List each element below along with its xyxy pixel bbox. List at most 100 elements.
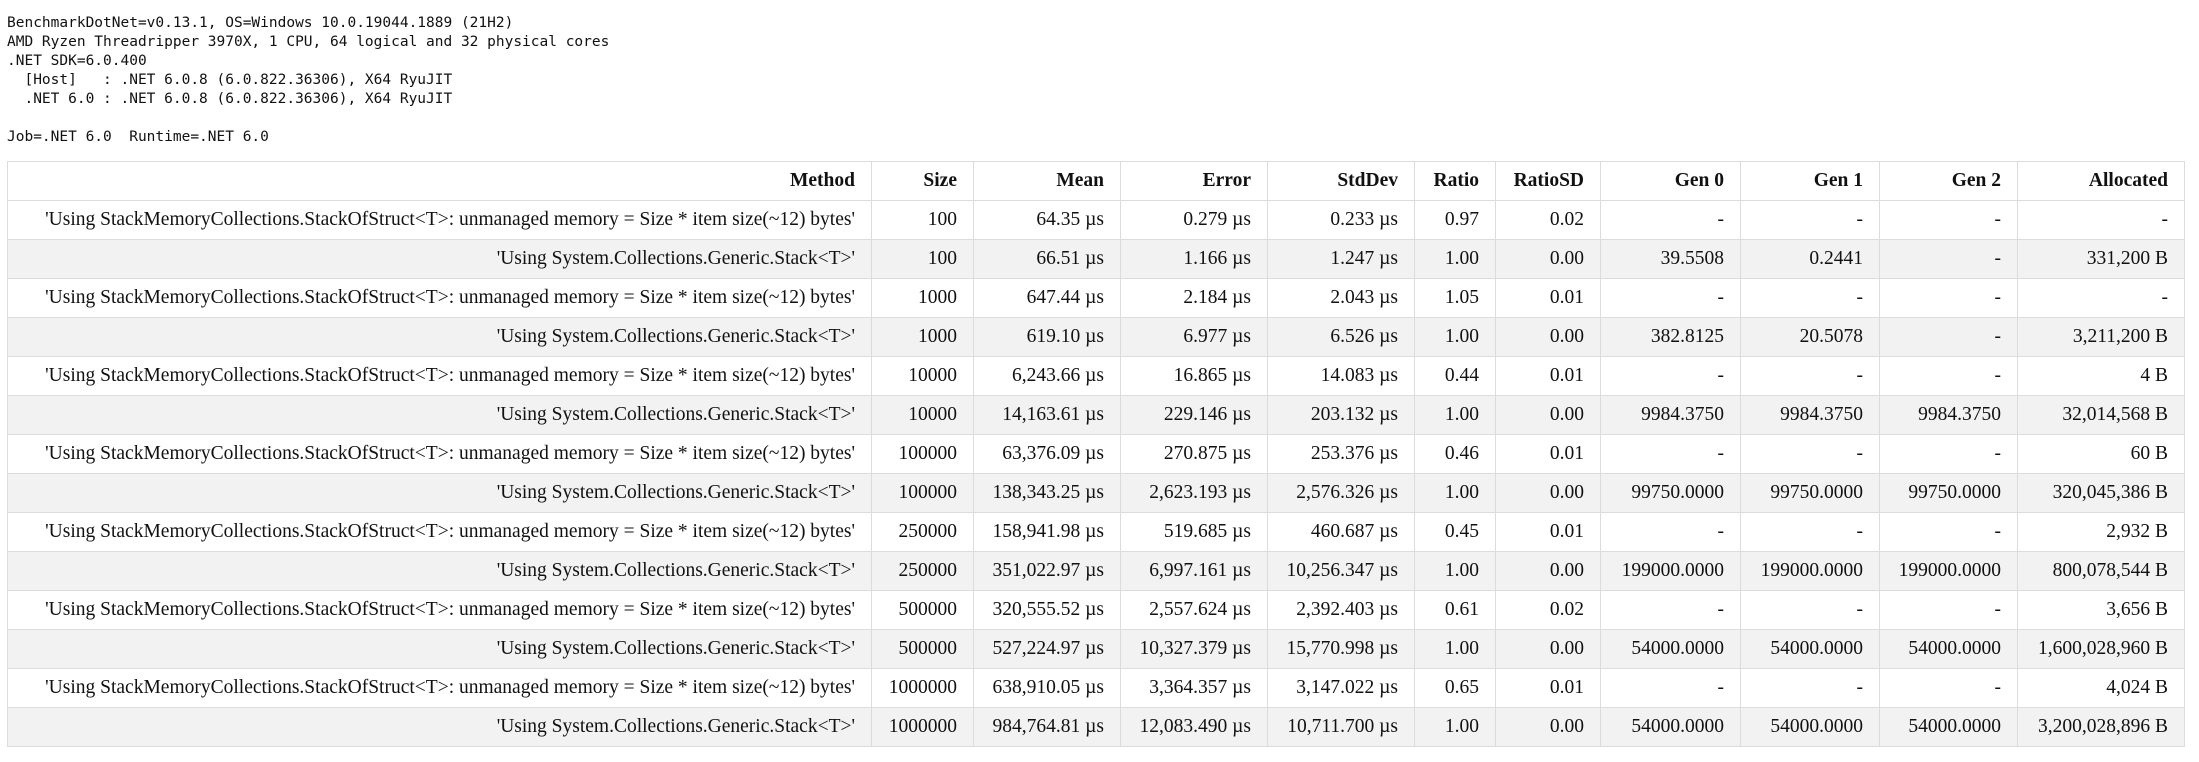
table-cell: 'Using StackMemoryCollections.StackOfStr… <box>7 434 872 474</box>
table-row: 'Using StackMemoryCollections.StackOfStr… <box>7 434 2185 474</box>
table-cell: 1.247 µs <box>1267 239 1415 279</box>
table-cell: 500000 <box>871 629 974 669</box>
table-row: 'Using StackMemoryCollections.StackOfStr… <box>7 278 2185 318</box>
table-cell: 'Using StackMemoryCollections.StackOfStr… <box>7 668 872 708</box>
table-cell: 2.184 µs <box>1120 278 1268 318</box>
table-cell: - <box>1879 668 2018 708</box>
column-header: Ratio <box>1414 161 1496 201</box>
table-cell: 12,083.490 µs <box>1120 707 1268 747</box>
table-cell: 'Using System.Collections.Generic.Stack<… <box>7 317 872 357</box>
table-cell: - <box>1600 434 1741 474</box>
table-row: 'Using System.Collections.Generic.Stack<… <box>7 239 2185 279</box>
table-cell: 'Using StackMemoryCollections.StackOfStr… <box>7 512 872 552</box>
table-cell: - <box>1600 278 1741 318</box>
table-cell: 9984.3750 <box>1879 395 2018 435</box>
table-cell: 'Using System.Collections.Generic.Stack<… <box>7 707 872 747</box>
table-cell: - <box>1879 512 2018 552</box>
column-header: Error <box>1120 161 1268 201</box>
table-cell: 199000.0000 <box>1879 551 2018 591</box>
env-line: AMD Ryzen Threadripper 3970X, 1 CPU, 64 … <box>7 34 610 50</box>
table-cell: 158,941.98 µs <box>973 512 1121 552</box>
table-cell: 0.2441 <box>1740 239 1880 279</box>
table-cell: 0.279 µs <box>1120 200 1268 240</box>
table-cell: 'Using System.Collections.Generic.Stack<… <box>7 473 872 513</box>
table-cell: - <box>1879 356 2018 396</box>
table-row: 'Using System.Collections.Generic.Stack<… <box>7 317 2185 357</box>
table-cell: - <box>1740 434 1880 474</box>
table-row: 'Using System.Collections.Generic.Stack<… <box>7 707 2185 747</box>
table-row: 'Using StackMemoryCollections.StackOfStr… <box>7 590 2185 630</box>
table-cell: 10,256.347 µs <box>1267 551 1415 591</box>
table-cell: 250000 <box>871 512 974 552</box>
column-header: Method <box>7 161 872 201</box>
table-cell: 54000.0000 <box>1600 707 1741 747</box>
table-cell: - <box>1879 278 2018 318</box>
table-cell: - <box>2017 278 2185 318</box>
table-cell: 32,014,568 B <box>2017 395 2185 435</box>
table-cell: 0.02 <box>1495 590 1601 630</box>
table-cell: - <box>1879 317 2018 357</box>
table-cell: 2.043 µs <box>1267 278 1415 318</box>
table-row: 'Using StackMemoryCollections.StackOfStr… <box>7 512 2185 552</box>
table-cell: 1,600,028,960 B <box>2017 629 2185 669</box>
table-cell: 0.00 <box>1495 239 1601 279</box>
table-cell: 'Using System.Collections.Generic.Stack<… <box>7 239 872 279</box>
table-cell: 351,022.97 µs <box>973 551 1121 591</box>
env-line: .NET SDK=6.0.400 <box>7 53 147 69</box>
table-row: 'Using System.Collections.Generic.Stack<… <box>7 551 2185 591</box>
column-header: Gen 1 <box>1740 161 1880 201</box>
table-cell: - <box>1740 278 1880 318</box>
table-cell: 64.35 µs <box>973 200 1121 240</box>
table-cell: 1.00 <box>1414 707 1496 747</box>
table-cell: 'Using System.Collections.Generic.Stack<… <box>7 629 872 669</box>
table-cell: - <box>1879 239 2018 279</box>
table-cell: 647.44 µs <box>973 278 1121 318</box>
table-cell: 100 <box>871 239 974 279</box>
table-cell: 1000000 <box>871 707 974 747</box>
table-cell: 4 B <box>2017 356 2185 396</box>
table-cell: 39.5508 <box>1600 239 1741 279</box>
table-row: 'Using System.Collections.Generic.Stack<… <box>7 395 2185 435</box>
table-cell: 10000 <box>871 356 974 396</box>
env-line: BenchmarkDotNet=v0.13.1, OS=Windows 10.0… <box>7 15 514 31</box>
table-cell: 2,392.403 µs <box>1267 590 1415 630</box>
table-cell: 800,078,544 B <box>2017 551 2185 591</box>
table-cell: 460.687 µs <box>1267 512 1415 552</box>
table-cell: - <box>1879 200 2018 240</box>
table-cell: 60 B <box>2017 434 2185 474</box>
table-cell: 0.01 <box>1495 278 1601 318</box>
table-cell: 1000000 <box>871 668 974 708</box>
table-cell: 4,024 B <box>2017 668 2185 708</box>
table-cell: 619.10 µs <box>973 317 1121 357</box>
table-cell: 0.61 <box>1414 590 1496 630</box>
table-cell: 203.132 µs <box>1267 395 1415 435</box>
table-cell: 6,997.161 µs <box>1120 551 1268 591</box>
table-cell: 0.65 <box>1414 668 1496 708</box>
table-cell: 3,147.022 µs <box>1267 668 1415 708</box>
environment-info: BenchmarkDotNet=v0.13.1, OS=Windows 10.0… <box>7 14 609 147</box>
table-cell: 10,711.700 µs <box>1267 707 1415 747</box>
table-cell: 9984.3750 <box>1600 395 1741 435</box>
table-cell: 'Using StackMemoryCollections.StackOfStr… <box>7 200 872 240</box>
table-cell: 0.233 µs <box>1267 200 1415 240</box>
job-line: Job=.NET 6.0 Runtime=.NET 6.0 <box>7 129 269 145</box>
table-cell: - <box>1600 668 1741 708</box>
table-cell: 0.00 <box>1495 317 1601 357</box>
table-cell: 0.45 <box>1414 512 1496 552</box>
table-cell: 100 <box>871 200 974 240</box>
column-header: Gen 2 <box>1879 161 2018 201</box>
table-cell: 638,910.05 µs <box>973 668 1121 708</box>
table-cell: 54000.0000 <box>1740 707 1880 747</box>
column-header: Mean <box>973 161 1121 201</box>
table-cell: 'Using StackMemoryCollections.StackOfStr… <box>7 356 872 396</box>
table-cell: 0.02 <box>1495 200 1601 240</box>
table-cell: 54000.0000 <box>1600 629 1741 669</box>
table-body: 'Using StackMemoryCollections.StackOfStr… <box>7 200 2185 747</box>
table-row: 'Using System.Collections.Generic.Stack<… <box>7 629 2185 669</box>
table-cell: 138,343.25 µs <box>973 473 1121 513</box>
table-cell: 0.01 <box>1495 356 1601 396</box>
table-cell: - <box>2017 200 2185 240</box>
table-cell: 0.01 <box>1495 668 1601 708</box>
header-row: Method Size Mean Error StdDev Ratio RatioSD Gen… <box>7 161 2185 201</box>
table-cell: - <box>1600 356 1741 396</box>
